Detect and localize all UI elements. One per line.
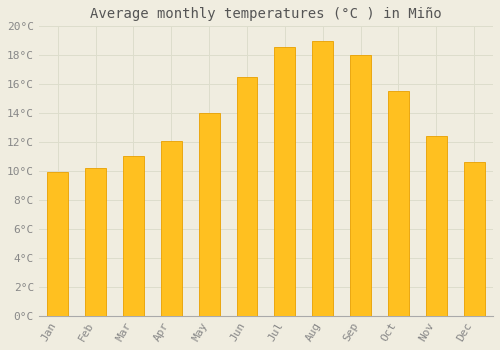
Bar <box>85 168 106 316</box>
Bar <box>464 162 484 316</box>
Bar <box>123 156 144 316</box>
Bar <box>426 136 446 316</box>
Title: Average monthly temperatures (°C ) in Miño: Average monthly temperatures (°C ) in Mi… <box>90 7 442 21</box>
Bar <box>236 77 258 316</box>
Bar <box>388 91 409 316</box>
Bar <box>48 173 68 316</box>
Bar <box>350 55 371 316</box>
Bar <box>161 141 182 316</box>
Bar <box>274 47 295 316</box>
Bar <box>312 41 333 316</box>
Bar <box>198 113 220 316</box>
